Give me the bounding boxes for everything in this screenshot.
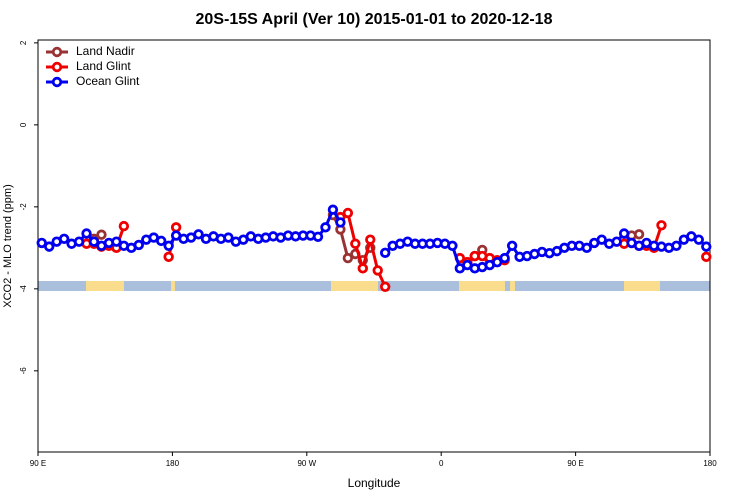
legend-marker bbox=[51, 76, 63, 88]
data-point bbox=[335, 217, 346, 228]
data-point bbox=[693, 234, 704, 245]
data-point bbox=[656, 220, 667, 231]
y-tick-label: -4 bbox=[19, 285, 28, 293]
data-point bbox=[170, 222, 182, 233]
data-point bbox=[701, 251, 712, 263]
data-point bbox=[618, 228, 630, 239]
data-point bbox=[163, 251, 174, 263]
data-point bbox=[372, 265, 383, 276]
data-point bbox=[596, 234, 607, 245]
x-tick-label: 180 bbox=[166, 459, 180, 468]
land-strip bbox=[86, 281, 124, 291]
land-strip bbox=[171, 281, 175, 291]
x-tick-label: 90 E bbox=[30, 459, 46, 468]
x-axis-label: Longitude bbox=[348, 476, 401, 490]
x-tick-label: 0 bbox=[439, 459, 444, 468]
legend-label: Ocean Glint bbox=[76, 74, 140, 88]
legend-label: Land Nadir bbox=[76, 44, 135, 58]
data-point bbox=[81, 228, 92, 239]
data-point bbox=[223, 232, 234, 243]
y-tick-label: -6 bbox=[19, 367, 28, 375]
land-strip bbox=[459, 281, 505, 291]
data-point bbox=[499, 252, 510, 264]
land-strip bbox=[510, 281, 515, 291]
data-point bbox=[88, 236, 100, 247]
data-point bbox=[193, 229, 204, 240]
data-point bbox=[671, 240, 682, 251]
data-point bbox=[380, 281, 391, 292]
legend-marker bbox=[51, 46, 63, 58]
y-tick-label: 2 bbox=[19, 40, 28, 45]
surface-strip bbox=[38, 281, 710, 291]
chart-title: 20S-15S April (Ver 10) 2015-01-01 to 202… bbox=[196, 11, 553, 28]
data-point bbox=[447, 240, 458, 251]
data-point bbox=[96, 229, 107, 240]
land-strip bbox=[331, 281, 378, 291]
data-point bbox=[380, 247, 391, 258]
data-point bbox=[111, 236, 122, 247]
data-point bbox=[118, 220, 130, 232]
y-axis-label: XCO2 - MLO trend (ppm) bbox=[2, 184, 14, 307]
legend-marker bbox=[51, 61, 63, 73]
data-point bbox=[611, 236, 622, 247]
data-point bbox=[73, 236, 85, 247]
data-point bbox=[342, 252, 354, 264]
x-tick-label: 90 W bbox=[297, 459, 316, 468]
land-strip bbox=[624, 281, 660, 291]
data-point bbox=[581, 242, 592, 254]
data-point bbox=[36, 237, 47, 249]
data-point bbox=[506, 240, 518, 251]
x-tick-label: 90 E bbox=[567, 459, 583, 468]
data-point bbox=[327, 204, 339, 215]
data-point bbox=[350, 238, 361, 249]
data-point bbox=[320, 222, 331, 233]
y-tick-label: -2 bbox=[19, 203, 28, 211]
data-point bbox=[365, 234, 376, 245]
data-point bbox=[357, 263, 368, 274]
legend-label: Land Glint bbox=[76, 59, 131, 73]
data-point bbox=[58, 233, 70, 245]
data-point bbox=[312, 231, 324, 242]
data-point bbox=[492, 256, 503, 268]
data-point bbox=[155, 235, 167, 247]
data-point bbox=[701, 241, 712, 252]
data-point bbox=[163, 240, 174, 251]
data-point bbox=[44, 241, 55, 252]
x-tick-label: 180 bbox=[703, 459, 717, 468]
data-point bbox=[133, 239, 144, 251]
data-point bbox=[633, 229, 645, 240]
data-point bbox=[342, 207, 354, 219]
y-tick-label: 0 bbox=[19, 122, 28, 127]
